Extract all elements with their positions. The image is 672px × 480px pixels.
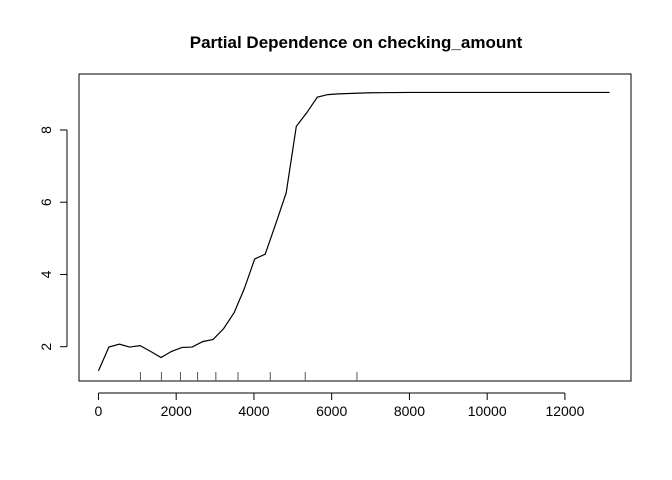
series-line: [97, 91, 610, 372]
x-tick-label: 0: [95, 403, 103, 419]
x-tick-label: 2000: [161, 403, 192, 419]
y-tick-label: 4: [38, 270, 54, 278]
y-tick-label: 2: [38, 343, 54, 351]
x-tick-label: 8000: [394, 403, 425, 419]
x-axis: 0 2000 4000 6000 8000 10000 12000: [95, 392, 585, 419]
x-tick-label: 12000: [545, 403, 584, 419]
x-tick-label: 6000: [316, 403, 347, 419]
rug-marks: [139, 372, 358, 381]
plot-area-border: [78, 73, 632, 382]
y-tick-label: 8: [38, 126, 54, 134]
chart-title: Partial Dependence on checking_amount: [190, 33, 523, 52]
x-tick-label: 4000: [238, 403, 269, 419]
y-tick-label: 6: [38, 198, 54, 206]
y-axis: 2 4 6 8: [38, 126, 68, 351]
x-tick-label: 10000: [468, 403, 507, 419]
